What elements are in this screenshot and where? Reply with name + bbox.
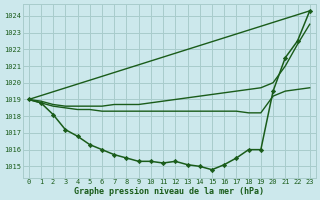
X-axis label: Graphe pression niveau de la mer (hPa): Graphe pression niveau de la mer (hPa) <box>74 187 264 196</box>
